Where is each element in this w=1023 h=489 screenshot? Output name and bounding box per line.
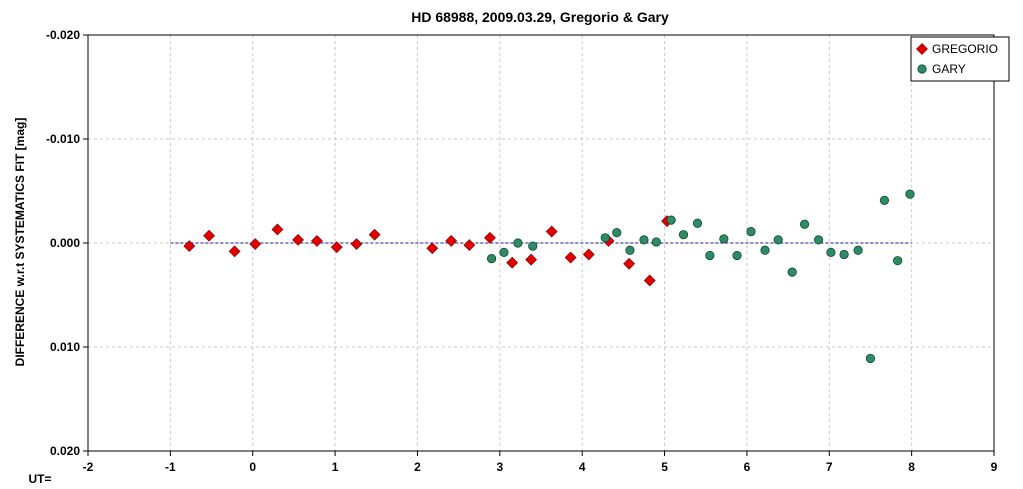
gary-point (692, 218, 703, 228)
y-tick-label: -0.020 (46, 28, 80, 42)
gary-point (773, 235, 783, 245)
gregorio-point (545, 225, 558, 238)
gregorio-point (249, 238, 262, 250)
gary-point (612, 228, 622, 238)
y-tick-label: 0.010 (50, 340, 80, 354)
gary-point (853, 245, 863, 255)
gary-point (865, 353, 876, 364)
gregorio-point (203, 229, 215, 242)
gary-point (499, 247, 509, 257)
gary-point (513, 238, 523, 248)
y-axis-label: DIFFERENCE w.r.t SYSTEMATICS FIT [mag] (13, 118, 27, 367)
gregorio-point (445, 234, 458, 247)
legend-gary-label: GARY (932, 62, 966, 76)
x-tick-label: 5 (661, 460, 668, 474)
x-tick-label: 7 (826, 460, 833, 474)
x-axis-label: UT= (28, 472, 51, 486)
gary-point (839, 249, 849, 260)
gregorio-point (564, 251, 577, 264)
legend-gary-marker (917, 64, 927, 74)
gary-point (905, 189, 915, 199)
x-tick-label: 4 (579, 460, 586, 474)
gregorio-point (271, 223, 284, 236)
gregorio-point (506, 256, 519, 269)
x-tick-label: 1 (332, 460, 339, 474)
y-axis-ticks: -0.020 -0.010 0.000 0.010 0.020 (46, 28, 88, 458)
gary-point (678, 230, 689, 240)
gary-point (600, 233, 610, 243)
chart-title: HD 68988, 2009.03.29, Gregorio & Gary (411, 9, 669, 25)
gregorio-point (330, 241, 343, 254)
x-tick-label: 0 (249, 460, 256, 474)
gary-point (813, 235, 824, 245)
gary-point (651, 237, 661, 247)
x-tick-label: -2 (83, 460, 94, 474)
gary-point (666, 215, 676, 225)
gary-point (528, 241, 538, 251)
gregorio-point (623, 257, 636, 270)
gary-point (705, 250, 715, 261)
gregorio-point (582, 248, 595, 261)
gregorio-point (228, 245, 241, 258)
gregorio-point (350, 238, 363, 250)
legend-gregorio-marker (916, 43, 928, 55)
gary-point (826, 247, 836, 257)
y-tick-label: 0.020 (50, 444, 80, 458)
gary-point (787, 267, 797, 277)
gregorio-point (183, 240, 196, 253)
legend-box (910, 36, 1010, 82)
gregorio-point (484, 231, 496, 244)
gary-point (760, 245, 770, 255)
gary-point (879, 195, 890, 205)
x-tick-label: 9 (991, 460, 998, 474)
data-points (183, 189, 915, 364)
gary-point (625, 245, 635, 255)
gary-point (799, 219, 810, 229)
gary-point (639, 235, 649, 245)
gary-point (732, 250, 742, 261)
x-axis-ticks: -2 -1 0 1 2 3 4 5 6 7 8 9 (83, 451, 998, 474)
legend: GREGORIO GARY (910, 36, 1010, 82)
gary-point (893, 256, 903, 266)
gregorio-point (463, 239, 476, 252)
gregorio-point (311, 234, 323, 247)
x-tick-label: 6 (744, 460, 751, 474)
x-tick-label: 2 (414, 460, 421, 474)
gary-point (746, 226, 756, 237)
x-tick-label: -1 (165, 460, 176, 474)
gregorio-point (525, 253, 538, 266)
gary-point (719, 234, 729, 244)
x-tick-label: 3 (496, 460, 503, 474)
y-tick-label: -0.010 (46, 132, 80, 146)
legend-gregorio-label: GREGORIO (932, 42, 998, 56)
gary-point (486, 254, 497, 264)
gregorio-point (643, 274, 656, 287)
gregorio-point (292, 233, 304, 246)
x-tick-label: 8 (908, 460, 915, 474)
gregorio-point (368, 228, 381, 241)
gregorio-point (426, 242, 439, 255)
y-tick-label: 0.000 (50, 236, 80, 250)
